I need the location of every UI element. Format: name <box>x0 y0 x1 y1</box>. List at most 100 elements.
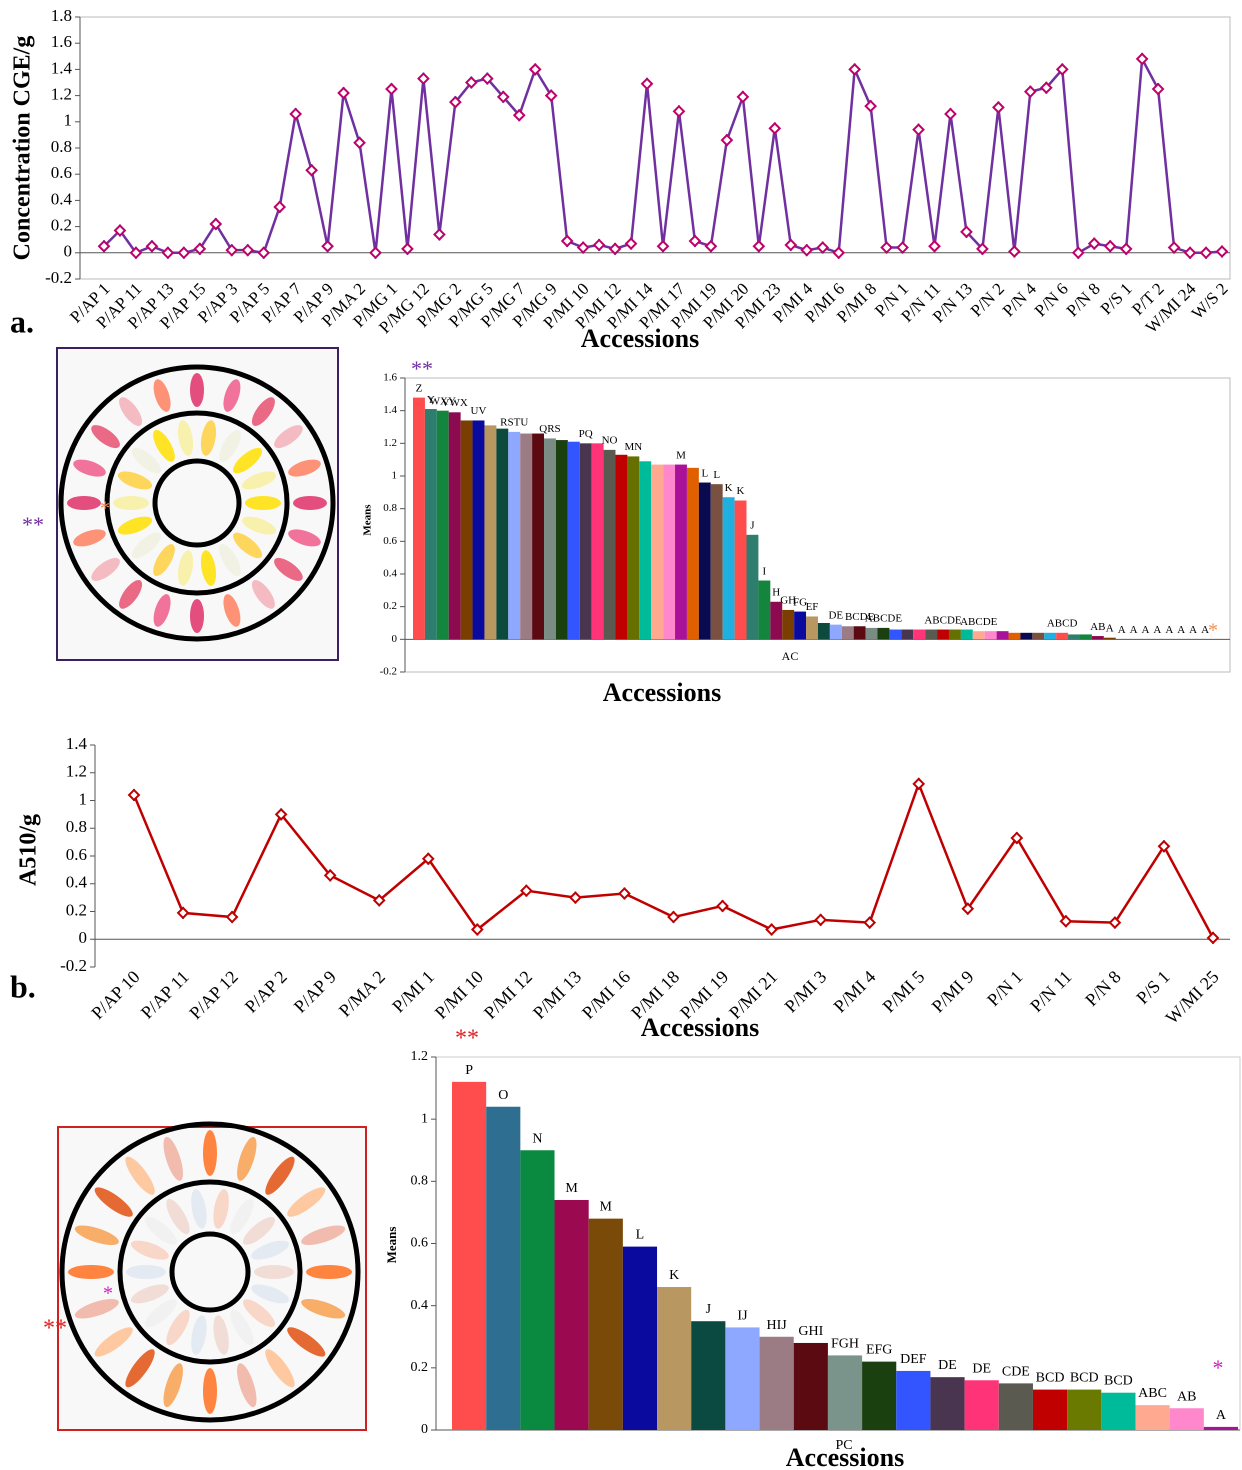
marker <box>1025 87 1035 97</box>
panel-label: a. <box>10 303 34 339</box>
x-tick-label: P/AP 2 <box>241 967 291 1017</box>
bar <box>999 1383 1033 1430</box>
group-letter: UV <box>471 405 487 417</box>
bar <box>862 1362 896 1430</box>
y-axis-label: Concentration CGE/g <box>10 36 36 261</box>
bar <box>770 602 782 640</box>
x-tick-label: P/S 1 <box>1097 279 1136 318</box>
bar <box>627 456 639 639</box>
bar <box>1068 634 1080 639</box>
y-tick-label: 0.2 <box>383 600 397 612</box>
marker <box>371 248 381 258</box>
marker <box>1169 243 1179 253</box>
marker <box>865 918 875 928</box>
bar <box>413 398 425 640</box>
y-tick-label: 0.4 <box>383 568 397 580</box>
marker <box>570 893 580 903</box>
bar <box>760 1337 794 1430</box>
bar <box>663 465 675 640</box>
bar <box>1104 638 1116 640</box>
x-tick-label: P/MI 9 <box>928 967 978 1017</box>
x-tick-label: W/S 2 <box>1188 279 1232 323</box>
group-letter: GHI <box>798 1324 823 1339</box>
group-letter: M <box>565 1181 578 1196</box>
group-letter: K <box>725 482 733 494</box>
x-tick-label: P/N 2 <box>967 279 1008 320</box>
bar <box>486 1107 520 1430</box>
marker <box>786 240 796 250</box>
marker <box>1009 247 1019 257</box>
tube <box>67 496 101 510</box>
bar <box>1032 633 1044 640</box>
x-tick-label: P/MI 4 <box>830 967 880 1017</box>
marker <box>355 138 365 148</box>
marker <box>914 125 924 135</box>
marker <box>1153 84 1163 94</box>
marker <box>816 915 826 925</box>
marker <box>594 240 604 250</box>
x-tick-label: P/MA 2 <box>335 967 389 1021</box>
marker <box>674 106 684 116</box>
group-letter: ABCD <box>1047 618 1078 630</box>
group-letter: A <box>1189 624 1197 636</box>
tube <box>68 1265 114 1279</box>
x-axis-label: Accessions <box>603 678 721 707</box>
marker <box>850 64 860 74</box>
plot-frame <box>80 17 1230 279</box>
bar <box>484 425 496 639</box>
y-tick-label: 1.4 <box>383 404 397 416</box>
marker <box>418 74 428 84</box>
y-axis-label: A510/g <box>16 814 42 886</box>
marker <box>562 236 572 246</box>
marker <box>818 243 828 253</box>
marker <box>1185 248 1195 258</box>
bar <box>1067 1390 1101 1430</box>
bar <box>657 1287 691 1430</box>
y-tick-label: 0.8 <box>51 137 72 156</box>
y-tick-label: 1.2 <box>383 437 397 449</box>
y-tick-label: 0.2 <box>411 1360 429 1375</box>
line <box>104 59 1222 253</box>
x-tick-label: P/AP 10 <box>87 967 143 1023</box>
marker <box>178 908 188 918</box>
bar <box>913 630 925 640</box>
marker <box>767 925 777 935</box>
y-tick-label: 0 <box>392 633 398 645</box>
x-tick-label: P/MI 5 <box>879 967 929 1017</box>
y-tick-label: 1.6 <box>51 32 72 51</box>
tube <box>203 1368 217 1414</box>
bar <box>889 630 901 640</box>
marker <box>1217 247 1227 257</box>
tube <box>254 1265 294 1279</box>
bar <box>711 484 723 639</box>
bar <box>568 442 580 640</box>
bar <box>1033 1390 1067 1430</box>
tube <box>190 599 204 633</box>
group-letter: EFG <box>866 1343 892 1358</box>
group-letter: ABCDE <box>924 614 962 626</box>
bar <box>589 1219 623 1430</box>
y-tick-label: 0.2 <box>66 900 87 919</box>
bar <box>452 1082 486 1430</box>
annotation: ** <box>455 1026 479 1052</box>
bar <box>854 626 866 639</box>
group-letter: DE <box>828 609 843 621</box>
bar <box>949 630 961 640</box>
group-letter: J <box>706 1302 712 1317</box>
x-tick-label: P/S 1 <box>1132 967 1173 1008</box>
bar <box>842 626 854 639</box>
y-tick-label: 1.2 <box>66 762 87 781</box>
group-letter: FGH <box>831 1336 859 1351</box>
marker <box>578 243 588 253</box>
x-tick-label: P/AP 12 <box>185 967 241 1023</box>
bar <box>997 631 1009 639</box>
bar <box>580 443 592 639</box>
y-tick-label: 1.2 <box>51 85 72 104</box>
y-tick-label: 1.2 <box>411 1049 429 1064</box>
marker <box>147 241 157 251</box>
annotation: * <box>1213 1355 1224 1380</box>
marker <box>770 123 780 133</box>
bar <box>615 455 627 640</box>
bar <box>878 628 890 639</box>
marker <box>898 243 908 253</box>
